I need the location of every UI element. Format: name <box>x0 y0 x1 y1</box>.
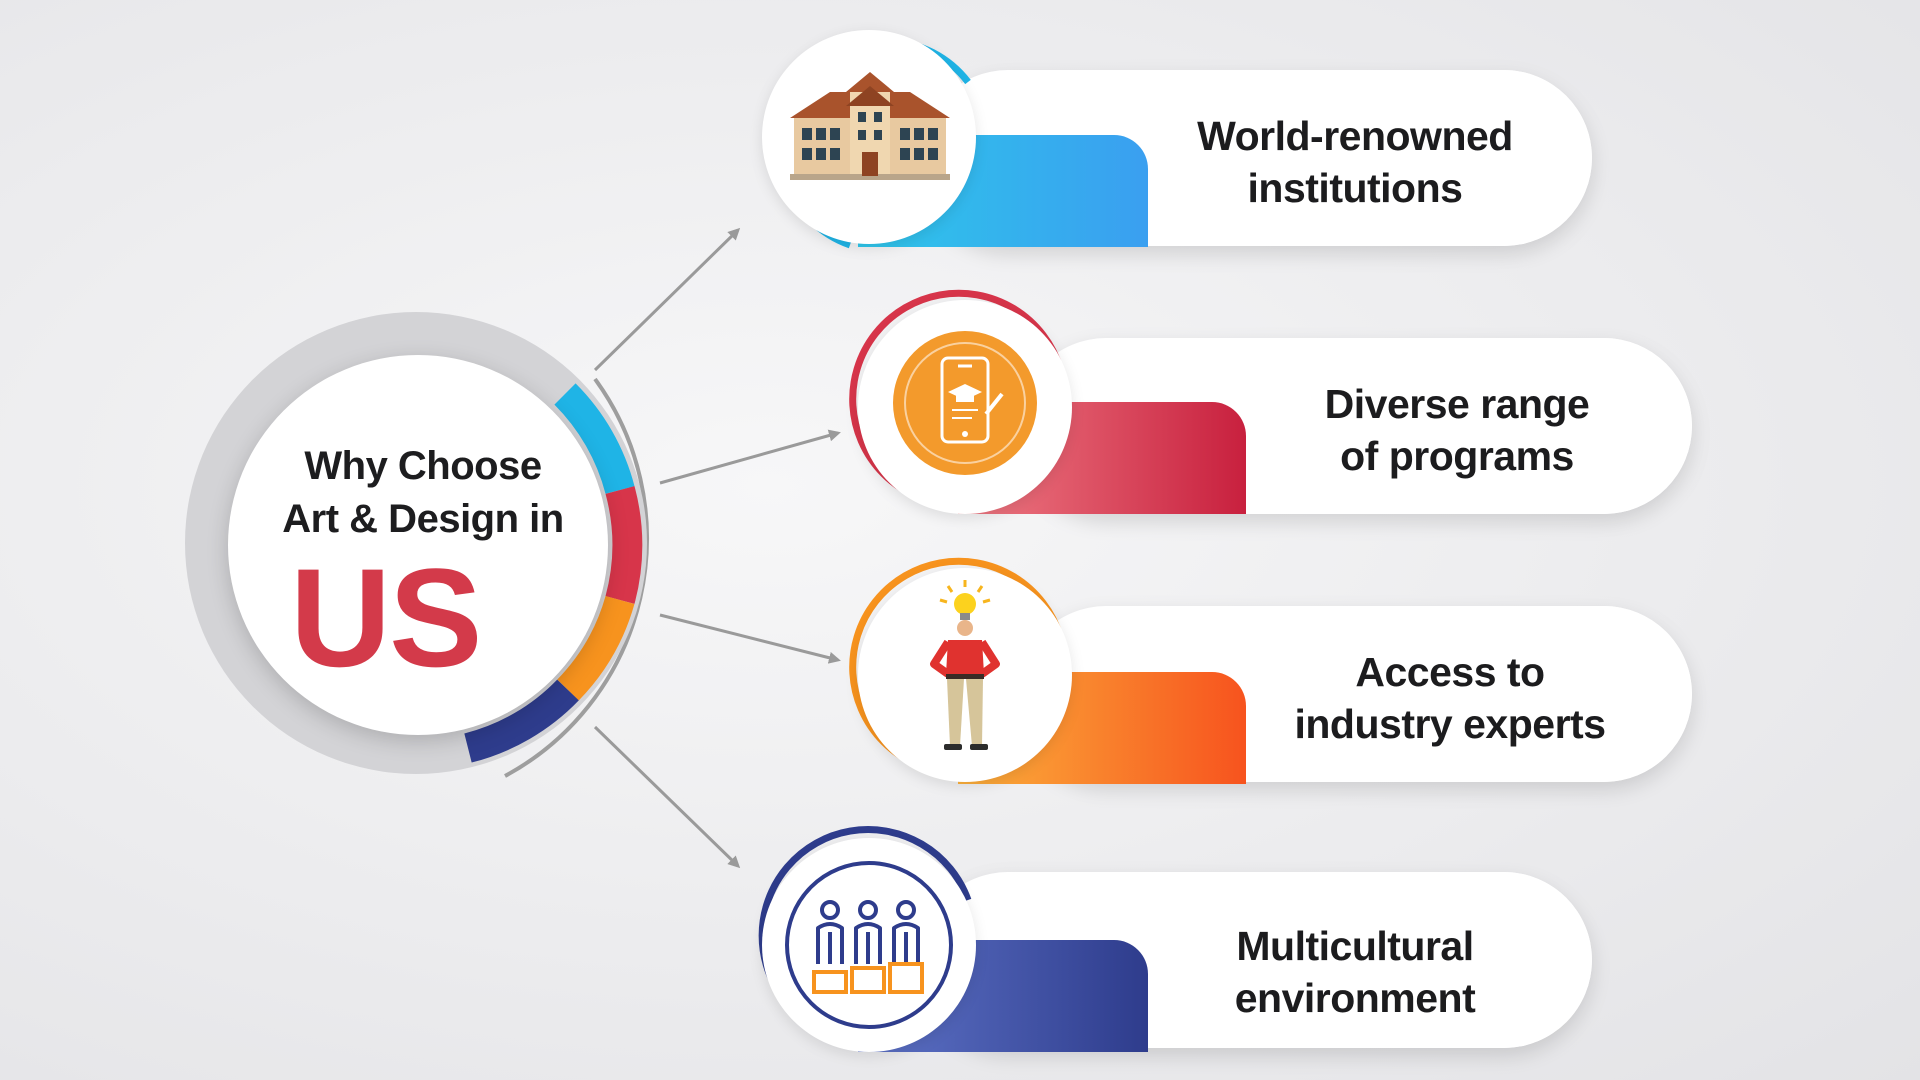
item-4-label-line2: environment <box>1234 975 1476 1021</box>
item-3-label: Access to industry experts <box>1250 646 1650 750</box>
item-1-label-line1: World-renowned <box>1197 113 1513 159</box>
hub-country: US <box>290 539 482 696</box>
arrow-to-item-2 <box>659 429 841 485</box>
item-1-label: World-renowned institutions <box>1160 110 1550 214</box>
arrow-to-item-3 <box>659 613 841 664</box>
item-4-label-line1: Multicultural <box>1236 923 1474 969</box>
person-lightbulb-icon <box>930 580 1000 750</box>
item-2-label-line1: Diverse range <box>1324 381 1590 427</box>
group-of-people-icon <box>785 861 953 1029</box>
item-2-label-line2: of programs <box>1340 433 1574 479</box>
arrow-to-item-1 <box>593 227 741 372</box>
hub-core <box>228 355 608 735</box>
item-4-label: Multicultural environment <box>1160 920 1550 1024</box>
university-building-icon <box>790 72 950 180</box>
arrow-to-item-4 <box>593 725 741 869</box>
item-3-card-right <box>1246 606 1692 782</box>
item-3-label-line2: industry experts <box>1294 701 1607 747</box>
item-3-label-line1: Access to <box>1355 649 1545 695</box>
hub-title: Why Choose Art & Design in <box>232 440 614 546</box>
hub-title-line1: Why Choose <box>304 444 542 488</box>
item-2-label: Diverse range of programs <box>1262 378 1652 482</box>
item-1-card-right <box>1148 70 1592 246</box>
hub-title-line2: Art & Design in <box>282 497 564 541</box>
tablet-graduation-cap-icon <box>893 331 1037 475</box>
item-2-card-right <box>1246 338 1692 514</box>
item-4-card-right <box>1148 872 1592 1048</box>
item-1-label-line2: institutions <box>1247 165 1463 211</box>
